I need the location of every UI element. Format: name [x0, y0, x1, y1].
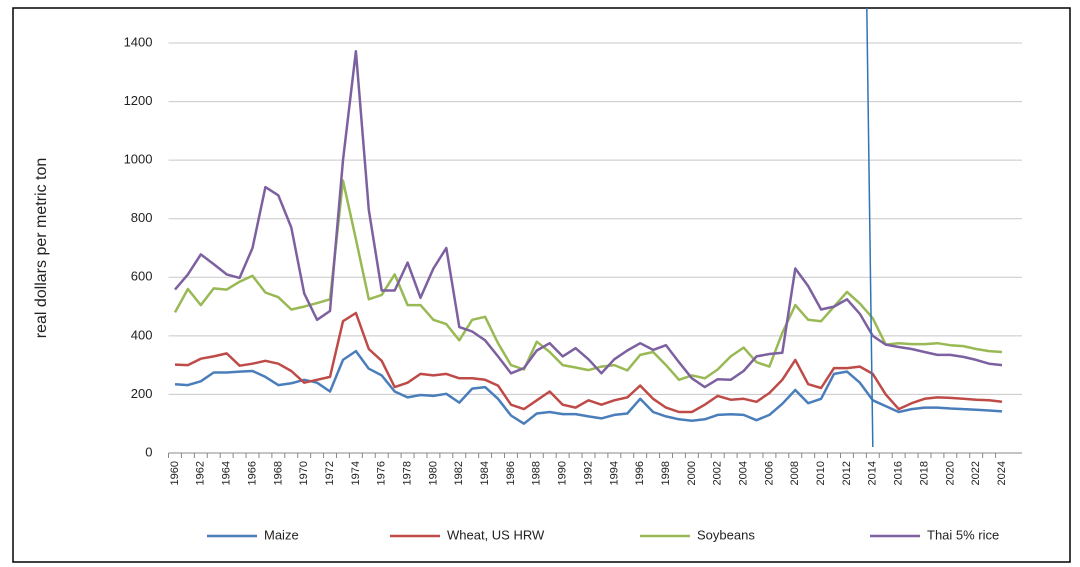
chart-frame: [12, 7, 1071, 563]
x-tick-label: 1974: [350, 461, 362, 485]
x-tick-label: 2004: [737, 461, 749, 485]
x-tick-label: 2002: [712, 461, 724, 485]
y-tick-label: 400: [131, 327, 153, 342]
x-tick-label: 1976: [376, 461, 388, 485]
x-tick-label: 2024: [996, 461, 1008, 485]
y-axis-label: real dollars per metric ton: [33, 158, 50, 339]
x-tick-label: 1988: [531, 461, 543, 485]
x-tick-label: 2018: [918, 461, 930, 485]
x-tick-label: 1992: [582, 461, 594, 485]
x-tick-label: 1994: [608, 461, 620, 485]
y-tick-label: 600: [131, 269, 153, 284]
x-tick-label: 2008: [789, 461, 801, 485]
vertical-marker: [866, 7, 874, 448]
y-tick-label: 1200: [124, 93, 153, 108]
x-tick-label: 1984: [479, 461, 491, 485]
x-tick-label: 1998: [660, 461, 672, 485]
series-line: [174, 311, 1003, 414]
x-tick-label: 1964: [221, 461, 233, 485]
x-tick-label: 2014: [867, 461, 879, 485]
x-tick-label: 1982: [453, 461, 465, 485]
y-tick-label: 1000: [124, 152, 153, 167]
x-tick-label: 2006: [763, 461, 775, 485]
x-tick-label: 1986: [505, 461, 517, 485]
x-tick-label: 1980: [427, 461, 439, 485]
x-tick-label: 1966: [246, 461, 258, 485]
x-tick-label: 1996: [634, 461, 646, 485]
x-tick-label: 1990: [557, 461, 569, 485]
y-tick-label: 800: [131, 210, 153, 225]
x-tick-label: 2000: [686, 461, 698, 485]
legend-label: Thai 5% rice: [927, 527, 999, 542]
series-line: [173, 179, 1003, 382]
x-tick-label: 1978: [401, 461, 413, 485]
x-tick-label: 1972: [324, 461, 336, 485]
legend-label: Maize: [264, 527, 299, 542]
x-tick-label: 2022: [970, 461, 982, 485]
x-tick-label: 2016: [893, 461, 905, 485]
series-line: [174, 49, 1003, 389]
x-tick-label: 1970: [298, 461, 310, 485]
legend-label: Wheat, US HRW: [447, 527, 545, 542]
x-tick-label: 1968: [272, 461, 284, 485]
x-tick-label: 1962: [195, 461, 207, 485]
x-tick-label: 2012: [841, 461, 853, 485]
legend-label: Soybeans: [697, 527, 755, 542]
x-tick-label: 2020: [944, 461, 956, 485]
y-tick-label: 0: [145, 444, 152, 459]
x-tick-label: 2010: [815, 461, 827, 485]
y-tick-label: 200: [131, 386, 153, 401]
x-tick-label: 1960: [169, 461, 181, 485]
y-tick-label: 1400: [124, 34, 153, 49]
